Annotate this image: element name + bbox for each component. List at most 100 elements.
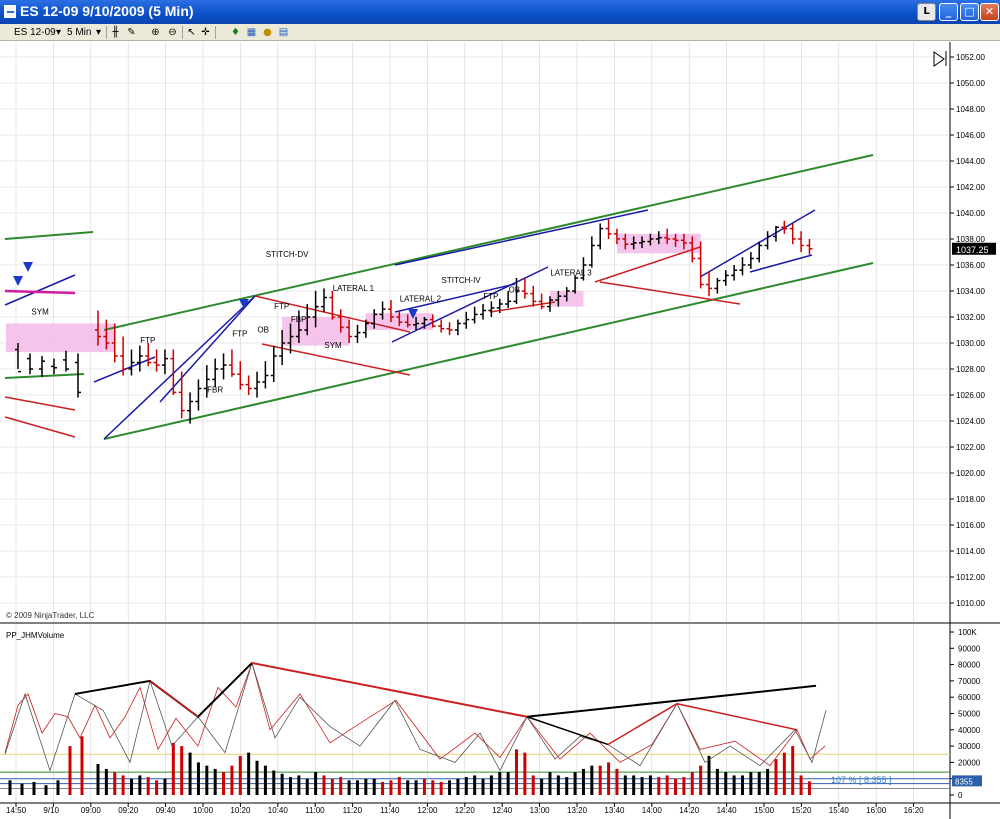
- volume-bar: [305, 778, 309, 795]
- volume-bar: [263, 765, 267, 795]
- ohlc-bar: [396, 310, 403, 327]
- pattern-label: STITCH-DV: [266, 250, 309, 259]
- pattern-label: LATERAL 1: [333, 284, 375, 293]
- volume-bar: [389, 780, 393, 795]
- strategy-icon[interactable]: ♦: [231, 27, 240, 38]
- stitch-marker: [408, 309, 418, 319]
- time-tick-label: 9/10: [43, 806, 59, 815]
- trend-line: [4, 396, 76, 411]
- ohlc-bar: [463, 311, 470, 329]
- volume-bar: [96, 764, 100, 795]
- ohlc-bar: [680, 233, 687, 250]
- price-tick-label: 1034.00: [956, 287, 985, 296]
- data-box-icon[interactable]: ▤: [278, 27, 289, 38]
- price-tick-label: 1052.00: [956, 53, 985, 62]
- ohlc-bar: [371, 309, 378, 329]
- trend-line: [4, 289, 76, 295]
- price-tick-label: 1048.00: [956, 105, 985, 114]
- ohlc-bar: [538, 293, 545, 310]
- ohlc-bar: [337, 309, 344, 333]
- instrument-selector[interactable]: ES 12-09: [14, 27, 56, 38]
- volume-bar: [515, 749, 518, 795]
- copyright-label: © 2009 NinjaTrader, LLC: [6, 611, 95, 620]
- maximize-button[interactable]: □: [960, 3, 979, 21]
- zoom-in-icon[interactable]: ⊕: [151, 27, 160, 38]
- price-tick-label: 1038.00: [956, 235, 985, 244]
- bar-type-icon[interactable]: ╫: [112, 27, 119, 38]
- volume-panel: [0, 661, 950, 795]
- ohlc-bar: [613, 228, 620, 245]
- ohlc-bar: [429, 314, 436, 328]
- volume-bar: [489, 775, 493, 795]
- ohlc-bar: [212, 358, 219, 388]
- time-tick-label: 09:20: [118, 806, 139, 815]
- ohlc-bar: [387, 300, 394, 323]
- ohlc-bar: [546, 296, 553, 312]
- volume-bar: [196, 762, 200, 795]
- volume-bar: [690, 772, 694, 795]
- volume-bar: [791, 746, 795, 795]
- volume-bar: [289, 777, 293, 795]
- ohlc-bar: [362, 319, 369, 338]
- interval-dropdown-icon[interactable]: ▾: [96, 27, 102, 38]
- pattern-label: SYM: [324, 341, 342, 350]
- last-volume-marker: [952, 775, 982, 787]
- instrument-dropdown-icon[interactable]: ▾: [56, 27, 62, 38]
- time-tick-label: 15:00: [754, 806, 775, 815]
- volume-bar: [707, 755, 711, 795]
- ohlc-bar: [287, 323, 294, 354]
- pattern-label: FTP: [232, 330, 247, 339]
- properties-icon[interactable]: ●: [263, 27, 272, 38]
- ohlc-bar: [622, 233, 629, 250]
- pattern-label: FTP: [140, 336, 155, 345]
- ohlc-bar: [731, 265, 738, 281]
- ohlc-bar: [714, 278, 721, 294]
- trend-line: [749, 254, 813, 273]
- volume-bar: [732, 775, 736, 795]
- volume-bar: [590, 765, 594, 795]
- ohlc-bar: [187, 392, 194, 424]
- price-tick-label: 1028.00: [956, 365, 985, 374]
- price-axis[interactable]: 1052.00 1050.00 1048.00 1046.00 1044.00 1042.…: [950, 53, 996, 608]
- link-button[interactable]: L: [917, 3, 936, 21]
- volume-bar: [255, 760, 259, 795]
- window-title: ES 12-09 9/10/2009 (5 Min): [20, 3, 194, 19]
- pattern-label: LATERAL 3: [550, 268, 592, 277]
- ohlc-bar: [597, 223, 604, 250]
- volume-tick-label: 70000: [958, 677, 981, 686]
- ohlc-bar: [111, 323, 118, 363]
- close-button[interactable]: ✕: [980, 3, 999, 21]
- volume-bar: [598, 765, 602, 795]
- ohlc-bar: [756, 241, 763, 263]
- zoom-out-icon[interactable]: ⊖: [168, 27, 177, 38]
- crosshair-icon[interactable]: ✛: [201, 27, 210, 38]
- volume-bar: [540, 778, 544, 795]
- volume-level-label: 107 % [ 8,355 ]: [831, 775, 892, 785]
- time-axis[interactable]: 14:50 9/10 09:00 09:20 09:40 10:00 10:20 10:40 1…: [6, 803, 924, 815]
- time-tick-label: 16:20: [904, 806, 925, 815]
- volume-bar: [615, 768, 619, 795]
- volume-swing-line: [149, 680, 199, 718]
- trend-line: [594, 246, 701, 283]
- ohlc-bar: [555, 291, 562, 307]
- volume-bar: [56, 780, 60, 795]
- pointer-icon[interactable]: ↖: [187, 27, 196, 38]
- volume-bar: [657, 777, 661, 795]
- price-tick-label: 1032.00: [956, 313, 985, 322]
- chart-toolbar: ES 12-09 ▾ 5 Min ▾ ╫ ✎ ⊕ ⊖ ↖ ✛ ♦ ▦ ● ▤: [0, 24, 1000, 41]
- ohlc-bar: [471, 306, 478, 324]
- volume-bar: [155, 780, 159, 795]
- volume-bar: [205, 765, 209, 795]
- volume-axis[interactable]: 100K 90000 80000 70000 60000 50000 40000 30000 2…: [950, 628, 982, 800]
- channel-line: [103, 262, 874, 440]
- minimize-button[interactable]: _: [939, 3, 958, 21]
- indicators-icon[interactable]: ▦: [246, 27, 257, 38]
- volume-bar: [280, 773, 284, 795]
- volume-bar: [799, 775, 803, 795]
- interval-selector[interactable]: 5 Min: [67, 27, 92, 38]
- drawing-tool-icon[interactable]: ✎: [127, 27, 136, 38]
- ohlc-bar: [722, 270, 729, 286]
- volume-bar: [699, 765, 703, 795]
